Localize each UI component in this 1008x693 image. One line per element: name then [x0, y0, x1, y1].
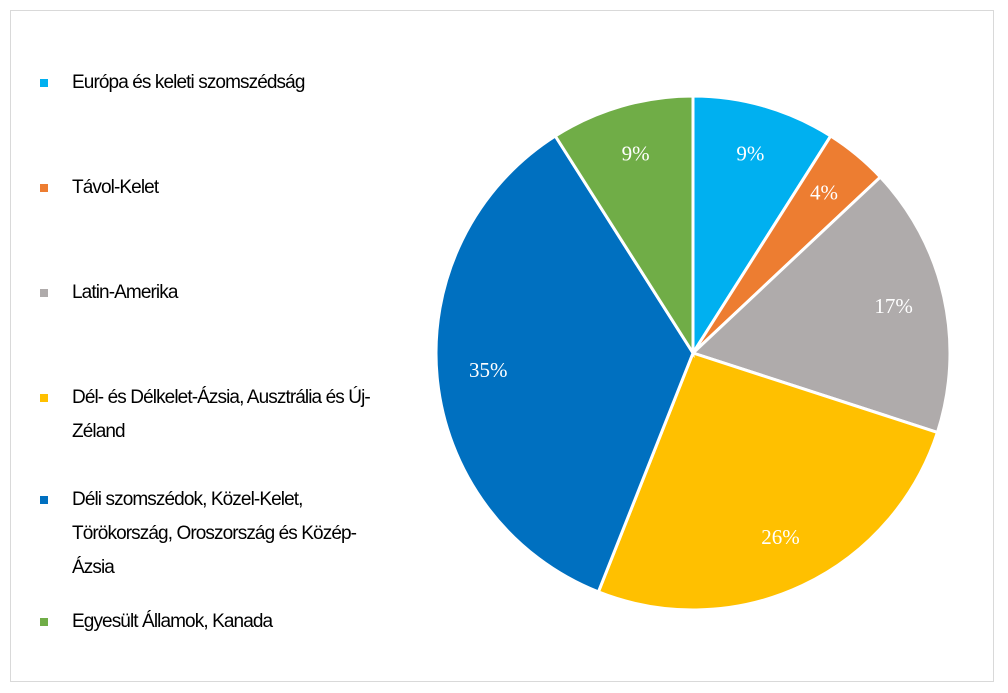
- legend-label: Latin-Amerika: [72, 282, 178, 303]
- legend-swatch: [40, 79, 48, 87]
- data-label: 17%: [874, 294, 913, 318]
- pie-slice: [553, 94, 695, 359]
- pie-slice: [691, 94, 833, 359]
- legend-swatch: [40, 618, 48, 626]
- legend-swatch: [40, 184, 48, 192]
- legend-swatch: [40, 394, 48, 402]
- legend-item: Egyesült Államok, Kanada: [40, 605, 380, 639]
- legend-label: Déli szomszédok, Közel-Kelet, Törökorszá…: [72, 489, 357, 578]
- pie-slice: [434, 133, 695, 594]
- chart-frame: [10, 10, 994, 682]
- legend-label: Egyesült Államok, Kanada: [72, 611, 273, 632]
- pie-slice: [596, 351, 940, 612]
- legend-swatch: [40, 289, 48, 297]
- legend-item: Európa és keleti szomszédság: [40, 66, 380, 100]
- data-label: 35%: [469, 358, 508, 382]
- data-label: 9%: [736, 141, 764, 165]
- data-label: 4%: [810, 180, 838, 204]
- legend-label: Távol-Kelet: [72, 177, 159, 198]
- data-label: 9%: [622, 141, 650, 165]
- legend-swatch: [40, 496, 48, 504]
- legend-label: Európa és keleti szomszédság: [72, 72, 305, 93]
- legend-item: Déli szomszédok, Közel-Kelet, Törökorszá…: [40, 483, 380, 585]
- legend-label: Dél- és Délkelet-Ázsia, Ausztrália és Új…: [72, 387, 371, 442]
- legend-item: Távol-Kelet: [40, 171, 380, 205]
- legend-item: Latin-Amerika: [40, 276, 380, 310]
- data-label: 26%: [761, 525, 800, 549]
- legend-item: Dél- és Délkelet-Ázsia, Ausztrália és Új…: [40, 381, 380, 449]
- pie-slice: [690, 174, 952, 435]
